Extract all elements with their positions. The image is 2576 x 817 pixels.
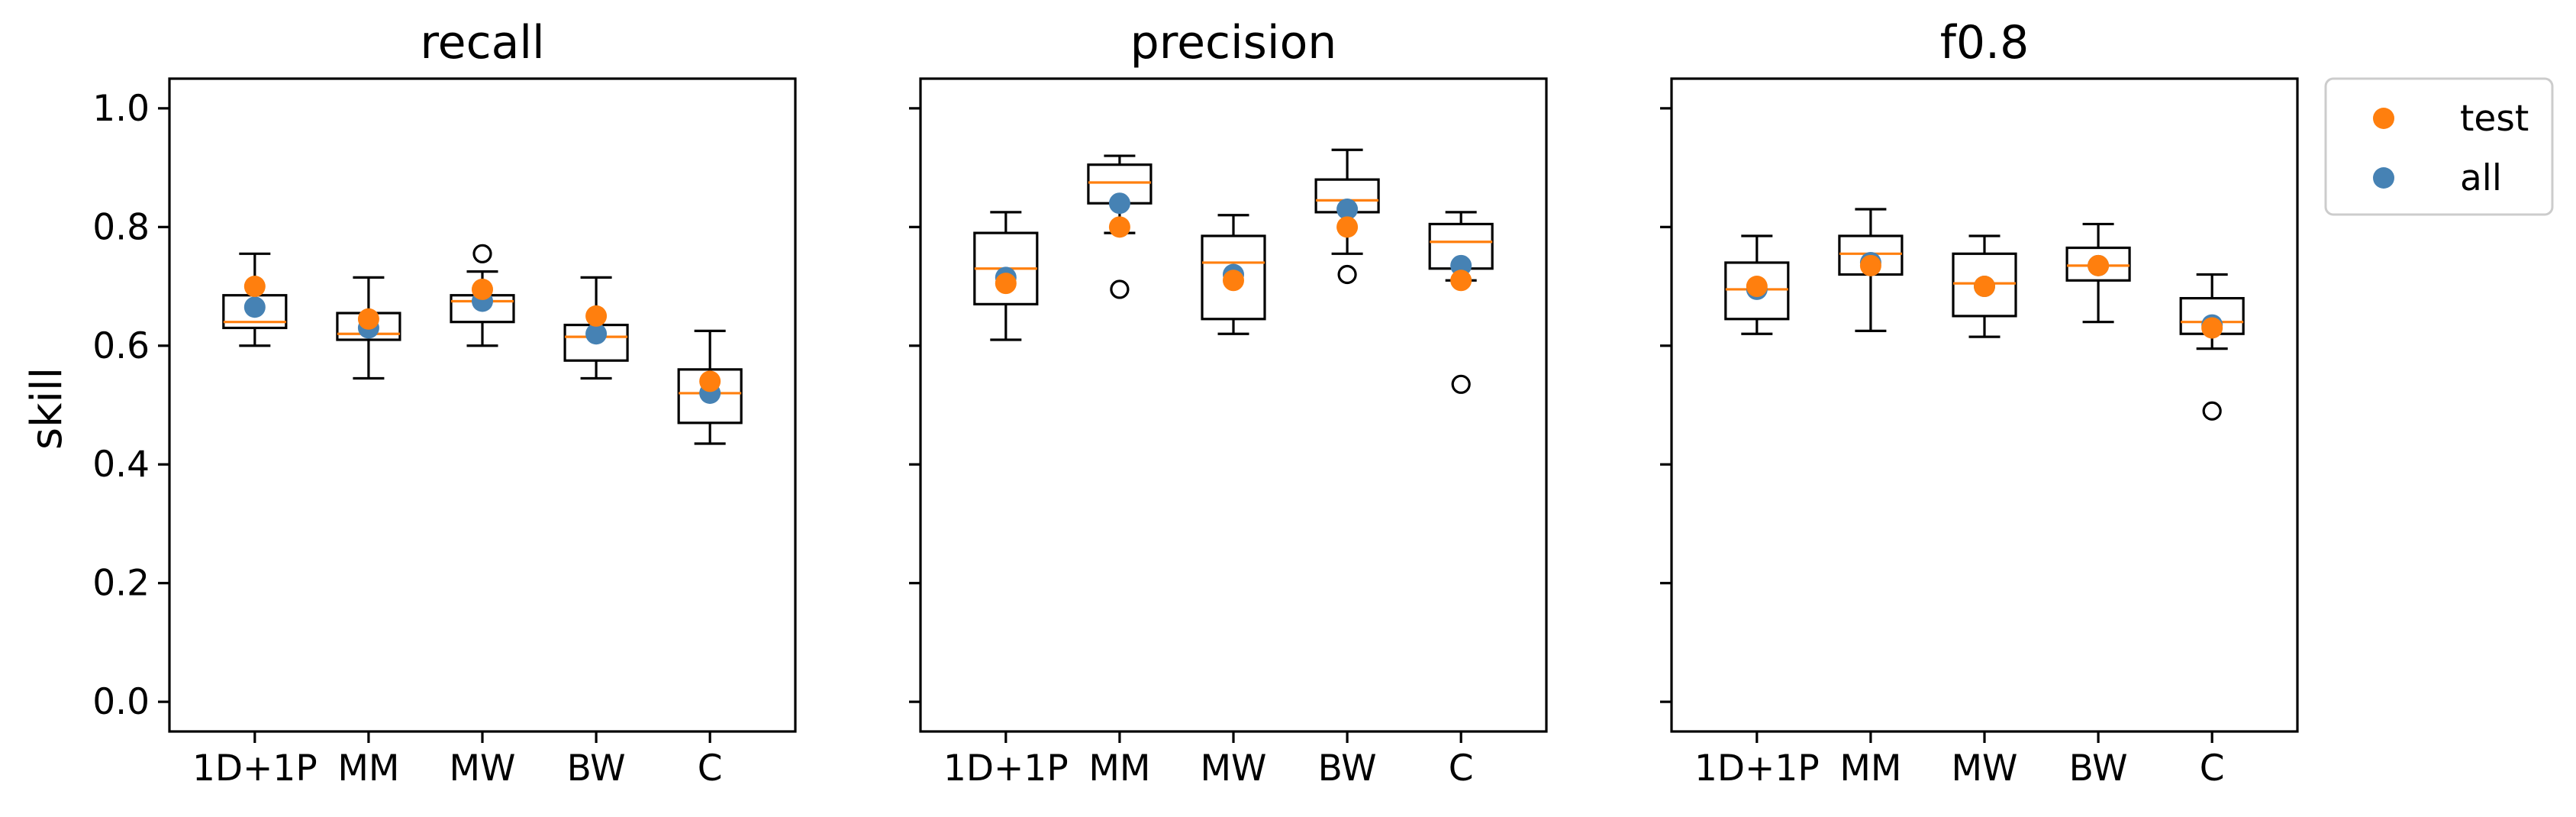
- box-4: [1428, 211, 1494, 394]
- test-point: [243, 276, 266, 298]
- outlier-point: [1110, 279, 1130, 299]
- iqr-box: [1952, 252, 2017, 318]
- x-tick-label: C: [1449, 748, 1474, 790]
- x-tick-label: MM: [1088, 748, 1150, 790]
- iqr-box: [677, 368, 743, 425]
- test-point: [2201, 317, 2223, 339]
- test-point: [1450, 270, 1472, 292]
- x-tick-label: BW: [2069, 748, 2128, 790]
- panel-1: precision 1D+1P MM MW BW C: [909, 16, 1548, 790]
- test-point: [1336, 216, 1359, 238]
- test-point: [2088, 254, 2110, 276]
- x-tick-label: BW: [1318, 748, 1377, 790]
- all-point: [243, 296, 266, 318]
- iqr-box: [2065, 246, 2131, 282]
- x-tick-label: MW: [1200, 748, 1266, 790]
- box-0: [973, 211, 1039, 341]
- outlier-point: [2202, 401, 2222, 421]
- test-point: [1974, 276, 1995, 298]
- chart-panels: recall 0.0 0.2 0.4 0.6 0.8 1.0 1D+1P MM MW BW Cprec…: [92, 16, 2299, 790]
- outlier-point: [472, 244, 492, 263]
- all-point: [1108, 192, 1130, 215]
- test-point: [1746, 276, 1768, 298]
- test-point: [585, 305, 608, 327]
- test-point: [995, 273, 1017, 295]
- all-point: [1336, 199, 1359, 220]
- test-point: [1223, 270, 1244, 292]
- y-tick-label: 0.2: [92, 563, 150, 605]
- outlier-point: [1337, 264, 1357, 285]
- x-tick-label: BW: [567, 748, 626, 790]
- all-point: [1450, 254, 1472, 276]
- x-tick-label: MW: [1951, 748, 2017, 790]
- test-point: [357, 308, 379, 330]
- x-tick-label: C: [698, 748, 723, 790]
- box-4: [677, 329, 743, 445]
- y-tick-label: 0.8: [92, 206, 150, 248]
- legend: test all: [2324, 77, 2554, 216]
- x-tick-label: 1D+1P: [1694, 748, 1820, 790]
- x-tick-label: MM: [1839, 748, 1901, 790]
- box-2: [1952, 234, 2017, 338]
- box-0: [1724, 234, 1790, 335]
- box-4: [2179, 273, 2245, 421]
- panel-title: precision: [1130, 16, 1337, 69]
- axes-frame: [919, 77, 1548, 733]
- test-point: [472, 278, 493, 300]
- x-tick-label: 1D+1P: [192, 748, 318, 790]
- y-tick-label: 0.6: [92, 325, 150, 367]
- test-point: [1859, 254, 1881, 276]
- axes-frame: [1670, 77, 2299, 733]
- panel-0: recall 0.0 0.2 0.4 0.6 0.8 1.0 1D+1P MM MW BW C: [92, 16, 797, 790]
- box-3: [2065, 222, 2131, 324]
- y-axis-label: skill: [22, 367, 72, 450]
- iqr-box: [1201, 234, 1266, 321]
- axes-frame: [168, 77, 797, 733]
- y-tick-label: 0.4: [92, 444, 150, 486]
- all-point: [585, 323, 608, 345]
- panel-title: f0.8: [1940, 16, 2030, 69]
- y-tick-label: 1.0: [92, 88, 150, 130]
- panel-2: f0.8 1D+1P MM MW BW C: [1660, 16, 2299, 790]
- x-tick-label: MM: [337, 748, 399, 790]
- legend-marker-all: [2373, 167, 2394, 189]
- outlier-point: [1451, 374, 1471, 394]
- legend-marker-test: [2373, 108, 2394, 129]
- iqr-box: [1724, 261, 1790, 321]
- x-tick-label: C: [2200, 748, 2225, 790]
- x-tick-label: MW: [449, 748, 515, 790]
- y-tick-label: 0.0: [92, 681, 150, 723]
- legend-label: test: [2460, 98, 2529, 140]
- box-2: [1201, 214, 1266, 335]
- legend-label: all: [2460, 157, 2502, 199]
- panel-title: recall: [420, 16, 544, 69]
- test-point: [699, 370, 721, 392]
- x-tick-label: 1D+1P: [943, 748, 1069, 790]
- test-point: [1108, 216, 1130, 238]
